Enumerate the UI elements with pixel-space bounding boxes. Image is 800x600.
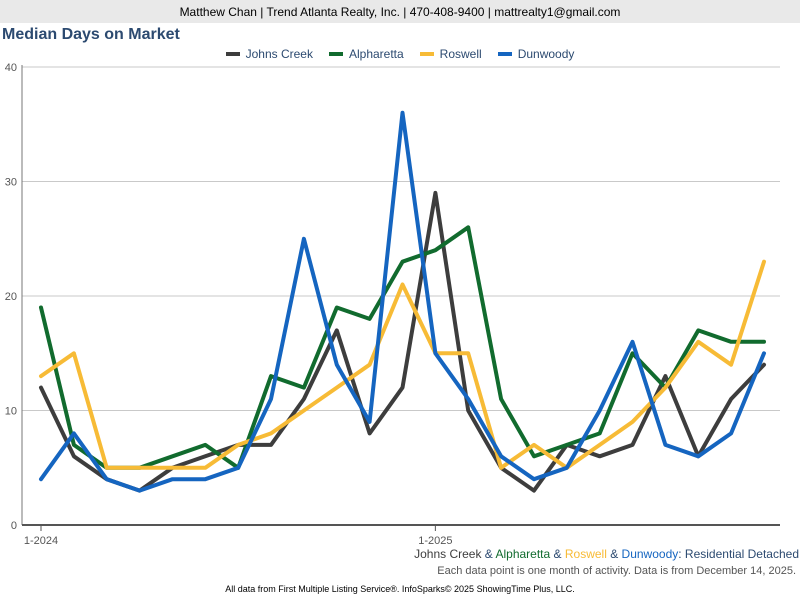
footer-series-name: Roswell <box>564 547 607 561</box>
y-tick-label: 40 <box>5 62 17 74</box>
footer-series-description: Johns Creek & Alpharetta & Roswell & Dun… <box>414 547 799 561</box>
legend-label: Dunwoody <box>517 47 575 61</box>
legend-label: Roswell <box>439 47 482 61</box>
footer-series-suffix: : Residential Detached <box>678 547 799 561</box>
legend-item-roswell: Roswell <box>419 47 482 61</box>
legend-item-alpharetta: Alpharetta <box>328 47 404 61</box>
legend-swatch <box>225 52 240 56</box>
legend-label: Alpharetta <box>348 47 404 61</box>
chart-title: Median Days on Market <box>2 26 180 43</box>
chart-legend: Johns Creek Alpharetta Roswell Dunwoody <box>0 45 800 63</box>
x-tick-label: 1-2025 <box>418 535 452 547</box>
footer-note: Each data point is one month of activity… <box>437 565 796 577</box>
footer-separator: & <box>550 547 565 561</box>
legend-item-dunwoody: Dunwoody <box>497 47 575 61</box>
series-line-roswell <box>39 259 766 470</box>
y-tick-label: 30 <box>5 177 17 189</box>
legend-swatch <box>419 52 434 56</box>
footer-separator: & <box>606 547 622 561</box>
y-tick-label: 10 <box>5 406 17 418</box>
footer-series-name: Johns Creek <box>414 547 482 561</box>
y-tick-label: 20 <box>5 291 17 303</box>
footer-source: All data from First Multiple Listing Ser… <box>225 584 575 594</box>
legend-label: Johns Creek <box>245 47 313 61</box>
contact-header: Matthew Chan | Trend Atlanta Realty, Inc… <box>0 0 800 23</box>
footer-series-name: Alpharetta <box>495 547 551 561</box>
contact-text: Matthew Chan | Trend Atlanta Realty, Inc… <box>179 4 621 19</box>
y-tick-label: 0 <box>11 520 17 532</box>
footer-series-name: Dunwoody <box>621 547 679 561</box>
series-line-johns-creek <box>39 190 766 493</box>
x-tick-label: 1-2024 <box>24 535 58 547</box>
legend-swatch <box>328 52 343 56</box>
legend-swatch <box>497 52 512 56</box>
series-line-dunwoody <box>39 110 766 493</box>
footer-separator: & <box>481 547 496 561</box>
series-line-alpharetta <box>39 225 766 470</box>
legend-item-johns-creek: Johns Creek <box>225 47 313 61</box>
